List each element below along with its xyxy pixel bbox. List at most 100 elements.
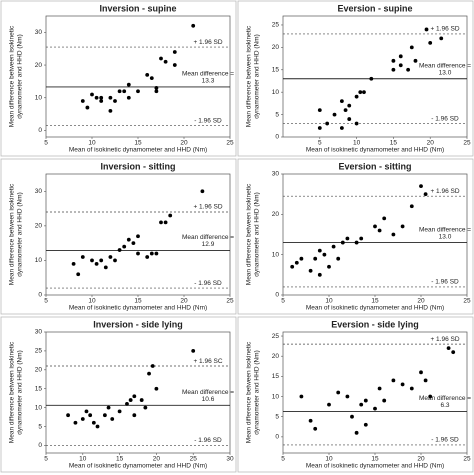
x-tick-label: 15 xyxy=(134,298,142,305)
upper-limit-label: + 1.96 SD xyxy=(430,188,459,195)
data-point xyxy=(428,40,433,45)
y-tick-label: 20 xyxy=(35,367,43,374)
mean-label: Mean difference = xyxy=(182,71,234,78)
data-point xyxy=(94,95,99,100)
y-tick-label: 0 xyxy=(38,442,42,449)
data-point xyxy=(99,258,104,263)
data-point xyxy=(106,405,111,410)
mean-value: 13.0 xyxy=(439,233,452,240)
y-tick-label: 10 xyxy=(272,89,280,96)
data-point xyxy=(424,27,429,32)
data-point xyxy=(391,58,396,63)
upper-limit-label: + 1.96 SD xyxy=(430,336,459,343)
data-point xyxy=(95,424,100,429)
data-point xyxy=(90,92,94,97)
y-tick-label: 10 xyxy=(35,257,43,264)
y-tick-label: 5 xyxy=(275,111,279,118)
data-point xyxy=(191,23,196,28)
y-tick-label: 30 xyxy=(35,188,43,195)
x-tick-label: 25 xyxy=(226,298,234,305)
data-point xyxy=(373,224,377,229)
y-axis-label: dynamometer and HHD (Nm) xyxy=(17,350,24,435)
data-point xyxy=(363,398,368,403)
y-axis-label: Mean difference between isokinetic xyxy=(246,341,253,443)
y-axis-label: dynamometer and HHD (Nm) xyxy=(17,192,24,277)
data-point xyxy=(423,378,428,383)
data-point xyxy=(308,268,313,273)
data-point xyxy=(126,82,131,87)
x-tick-label: 15 xyxy=(371,298,379,305)
data-point xyxy=(377,386,382,391)
x-tick-label: 15 xyxy=(390,140,398,147)
x-tick-label: 10 xyxy=(325,456,333,463)
data-point xyxy=(354,240,359,245)
lower-limit-label: - 1.96 SD xyxy=(194,437,222,444)
x-axis-label: Mean of isokinetic dynamometer and HHD (… xyxy=(69,147,207,154)
data-point xyxy=(136,234,140,239)
data-point xyxy=(80,255,85,259)
x-tick-label: 15 xyxy=(116,456,124,463)
data-point xyxy=(373,406,377,411)
y-axis-label: dynamometer and HHD (Nm) xyxy=(17,34,24,119)
data-point xyxy=(409,204,414,209)
y-tick-label: 20 xyxy=(272,211,280,218)
data-point xyxy=(136,89,140,94)
data-point xyxy=(336,256,341,261)
mean-value: 13.0 xyxy=(439,69,452,76)
data-point xyxy=(154,89,159,94)
x-tick-label: 5 xyxy=(44,140,48,147)
data-point xyxy=(327,402,331,407)
data-point xyxy=(354,94,359,99)
upper-limit-label: + 1.96 SD xyxy=(193,39,222,46)
data-point xyxy=(377,228,382,233)
y-tick-label: 20 xyxy=(35,223,43,230)
data-point xyxy=(159,220,163,225)
x-axis-label: Mean of isokinetic dynamometer and HHD (… xyxy=(69,463,207,470)
x-tick-label: 15 xyxy=(371,456,379,463)
mean-value: 12.9 xyxy=(202,241,215,248)
x-tick-label: 10 xyxy=(353,140,361,147)
data-point xyxy=(308,418,313,423)
x-tick-label: 25 xyxy=(463,456,471,463)
data-point xyxy=(347,117,352,121)
data-point xyxy=(331,244,336,249)
x-axis-label: Mean of isokinetic dynamometer and HHD (… xyxy=(306,305,444,312)
data-point xyxy=(147,371,151,376)
data-point xyxy=(391,67,396,72)
data-point xyxy=(406,67,411,72)
y-axis-label: Mean difference between isokinetic xyxy=(246,183,253,285)
y-axis-label: Mean difference between isokinetic xyxy=(9,183,16,285)
plot-area xyxy=(45,331,231,454)
data-point xyxy=(409,386,414,391)
data-point xyxy=(136,251,140,256)
data-point xyxy=(423,192,428,197)
data-point xyxy=(108,108,113,113)
y-axis-label: dynamometer and HHD (Nm) xyxy=(254,350,261,435)
data-point xyxy=(117,248,122,252)
x-tick-label: 10 xyxy=(79,456,87,463)
data-point xyxy=(99,95,104,100)
panel-title: Inversion - supine xyxy=(99,3,176,13)
y-axis-label: dynamometer and HHD (Nm) xyxy=(254,34,261,119)
x-tick-label: 25 xyxy=(463,140,471,147)
data-point xyxy=(108,255,113,259)
data-point xyxy=(117,89,122,94)
data-point xyxy=(451,350,456,355)
data-point xyxy=(343,108,348,113)
data-point xyxy=(94,261,99,266)
data-point xyxy=(99,99,104,103)
data-point xyxy=(91,420,96,425)
data-point xyxy=(339,99,344,104)
mean-label: Mean difference = xyxy=(182,234,234,241)
data-point xyxy=(200,189,205,194)
data-point xyxy=(80,417,85,421)
y-tick-label: 20 xyxy=(272,353,280,360)
mean-value: 13.3 xyxy=(202,78,215,85)
data-point xyxy=(154,251,159,256)
data-point xyxy=(154,86,159,90)
data-point xyxy=(117,409,122,414)
y-tick-label: 0 xyxy=(275,434,279,441)
data-point xyxy=(317,272,322,277)
data-point xyxy=(132,413,137,418)
data-point xyxy=(145,255,150,259)
